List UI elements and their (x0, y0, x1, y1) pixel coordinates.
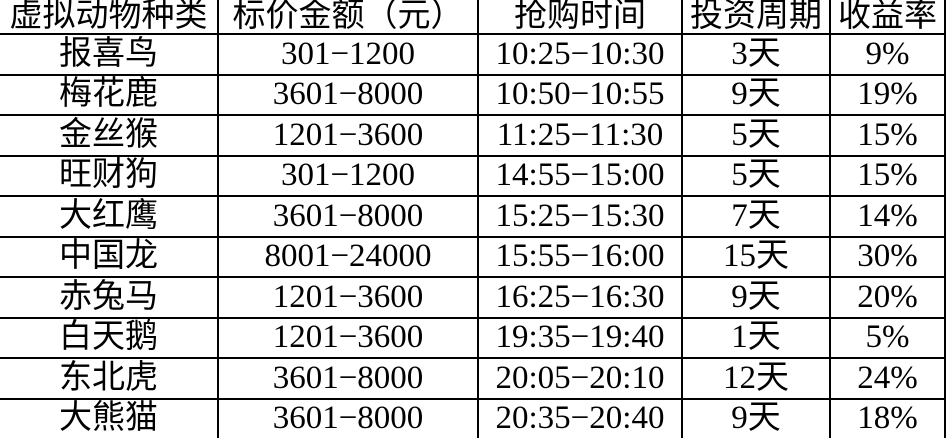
table-row: 中国龙 8001−24000 15:55−16:00 15天 30% (0, 235, 946, 279)
column-header-animal-type: 虚拟动物种类 (0, 0, 219, 35)
table-header-row: 虚拟动物种类 标价金额（元） 抢购时间 投资周期 收益率 (0, 0, 946, 35)
return-rate-cell: 20% (829, 276, 946, 319)
investment-period-cell: 5天 (681, 154, 831, 198)
table-body: 报喜鸟 301−1200 10:25−10:30 3天 9% 梅花鹿 3601−8000 10… (0, 33, 946, 438)
column-header-return-rate: 收益率 (829, 0, 946, 35)
return-rate-cell: 9% (829, 33, 946, 76)
investment-period-cell: 1天 (681, 316, 831, 360)
animal-name-cell: 大红鹰 (0, 195, 219, 238)
table-row: 赤兔马 1201−3600 16:25−16:30 9天 20% (0, 276, 946, 319)
animal-name-cell: 赤兔马 (0, 276, 219, 319)
investment-period-cell: 9天 (681, 73, 831, 117)
price-range-cell: 8001−24000 (217, 235, 479, 279)
purchase-time-cell: 19:35−19:40 (477, 316, 683, 360)
investment-period-cell: 9天 (681, 397, 831, 438)
investment-period-cell: 12天 (681, 357, 831, 400)
purchase-time-cell: 15:55−16:00 (477, 235, 683, 279)
animal-name-cell: 白天鹅 (0, 316, 219, 360)
price-range-cell: 3601−8000 (217, 357, 479, 400)
column-header-price-range: 标价金额（元） (217, 0, 479, 35)
column-header-purchase-time: 抢购时间 (477, 0, 683, 35)
price-range-cell: 301−1200 (217, 154, 479, 198)
purchase-time-cell: 10:25−10:30 (477, 33, 683, 76)
return-rate-cell: 14% (829, 195, 946, 238)
table-row: 大熊猫 3601−8000 20:35−20:40 9天 18% (0, 397, 946, 438)
price-range-cell: 1201−3600 (217, 276, 479, 319)
return-rate-cell: 24% (829, 357, 946, 400)
return-rate-cell: 15% (829, 114, 946, 157)
table-row: 东北虎 3601−8000 20:05−20:10 12天 24% (0, 357, 946, 400)
animal-name-cell: 东北虎 (0, 357, 219, 400)
price-range-cell: 1201−3600 (217, 316, 479, 360)
investment-period-cell: 7天 (681, 195, 831, 238)
table-row: 梅花鹿 3601−8000 10:50−10:55 9天 19% (0, 73, 946, 117)
purchase-time-cell: 16:25−16:30 (477, 276, 683, 319)
purchase-time-cell: 11:25−11:30 (477, 114, 683, 157)
table-row: 旺财狗 301−1200 14:55−15:00 5天 15% (0, 154, 946, 198)
purchase-time-cell: 15:25−15:30 (477, 195, 683, 238)
return-rate-cell: 15% (829, 154, 946, 198)
investment-period-cell: 5天 (681, 114, 831, 157)
price-range-cell: 301−1200 (217, 33, 479, 76)
investment-period-cell: 15天 (681, 235, 831, 279)
price-range-cell: 3601−8000 (217, 397, 479, 438)
purchase-time-cell: 10:50−10:55 (477, 73, 683, 117)
table-row: 报喜鸟 301−1200 10:25−10:30 3天 9% (0, 33, 946, 76)
table-row: 大红鹰 3601−8000 15:25−15:30 7天 14% (0, 195, 946, 238)
purchase-time-cell: 20:35−20:40 (477, 397, 683, 438)
return-rate-cell: 5% (829, 316, 946, 360)
purchase-time-cell: 20:05−20:10 (477, 357, 683, 400)
animal-name-cell: 大熊猫 (0, 397, 219, 438)
price-range-cell: 1201−3600 (217, 114, 479, 157)
table-row: 金丝猴 1201−3600 11:25−11:30 5天 15% (0, 114, 946, 157)
animal-name-cell: 梅花鹿 (0, 73, 219, 117)
animal-name-cell: 金丝猴 (0, 114, 219, 157)
return-rate-cell: 19% (829, 73, 946, 117)
price-range-cell: 3601−8000 (217, 195, 479, 238)
animal-name-cell: 旺财狗 (0, 154, 219, 198)
animal-name-cell: 中国龙 (0, 235, 219, 279)
table-row: 白天鹅 1201−3600 19:35−19:40 1天 5% (0, 316, 946, 360)
return-rate-cell: 18% (829, 397, 946, 438)
price-range-cell: 3601−8000 (217, 73, 479, 117)
purchase-time-cell: 14:55−15:00 (477, 154, 683, 198)
column-header-investment-period: 投资周期 (681, 0, 831, 35)
animal-name-cell: 报喜鸟 (0, 33, 219, 76)
investment-period-cell: 9天 (681, 276, 831, 319)
investment-period-cell: 3天 (681, 33, 831, 76)
return-rate-cell: 30% (829, 235, 946, 279)
